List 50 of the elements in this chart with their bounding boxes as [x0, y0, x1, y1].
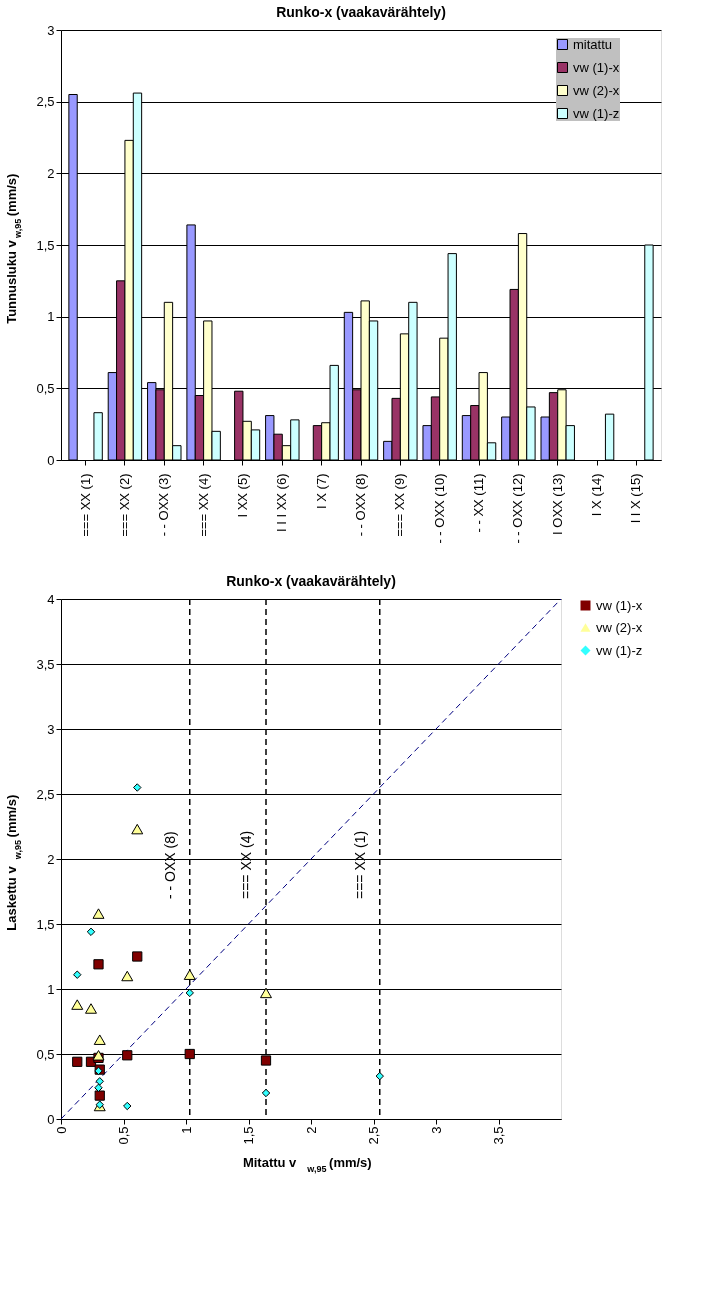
x-tick-label: I X (7) [313, 473, 329, 509]
x-tick-label: - - OXX (10) [431, 473, 447, 544]
x-tick-label: 2,5 [366, 1126, 381, 1145]
y-tick-label: 3,5 [36, 656, 55, 672]
y-tick-label: 2,5 [36, 94, 55, 110]
y-tick-label: 1,5 [36, 916, 55, 932]
y-tick-label: 1,5 [36, 237, 55, 253]
y-tick-label: 0,5 [36, 1046, 55, 1062]
legend-label: vw (2)-x [596, 619, 643, 635]
x-tick-label: 1,5 [241, 1126, 256, 1145]
x-tick-label: 3,5 [491, 1126, 506, 1145]
x-tick-label: === XX (1) [77, 473, 93, 537]
x-tick-label: - - OXX (8) [353, 473, 368, 537]
x-tick-label: === XX (4) [195, 473, 211, 537]
chart-title: Runko-x (vaakavärähtely) [226, 573, 396, 589]
x-tick-label: === XX (2) [116, 473, 132, 537]
y-axis-title: Laskettu vw,95 (mm/s) [4, 794, 23, 931]
y-tick-label: 0,5 [36, 380, 55, 396]
x-tick-label: - - XX (11) [471, 473, 487, 533]
x-tick-label: 3 [428, 1126, 444, 1134]
legend-label: vw (1)-x [573, 59, 620, 75]
legend-label: mitattu [573, 36, 613, 52]
y-tick-label: 2,5 [36, 786, 55, 802]
x-tick-label: 1 [178, 1126, 194, 1134]
y-tick-label: 1 [47, 981, 55, 997]
chart-title: Runko-x (vaakavärähtely) [276, 4, 446, 20]
y-tick-label: 2 [47, 165, 55, 181]
x-tick-label: - - OXX (12) [510, 473, 526, 544]
y-tick-label: 2 [47, 851, 55, 867]
legend-label: vw (1)-x [596, 597, 643, 613]
y-axis-title: Tunnusluku vw,95 (mm/s) [4, 173, 23, 324]
legend-label: vw (2)-x [573, 82, 620, 98]
x-tick-label: === XX (9) [392, 473, 408, 537]
legend-label: vw (1)-z [596, 642, 643, 658]
x-tick-label: I X (14) [589, 473, 605, 517]
x-tick-label: I I I XX (6) [274, 473, 290, 533]
y-tick-label: 3 [47, 22, 55, 38]
x-tick-label: 0,5 [116, 1126, 131, 1145]
x-tick-label: - - OXX (3) [156, 473, 172, 537]
y-tick-label: 4 [47, 591, 55, 607]
x-tick-label: 2 [303, 1126, 319, 1134]
y-tick-label: 3 [47, 721, 55, 737]
x-tick-label: I I X (15) [628, 473, 644, 524]
y-tick-label: 1 [47, 309, 55, 325]
x-tick-label: I XX (5) [234, 473, 250, 518]
x-tick-label: I OXX (13) [549, 473, 565, 535]
x-tick-label: 0 [53, 1126, 69, 1134]
y-tick-label: 0 [47, 452, 55, 468]
legend-label: vw (1)-z [573, 105, 620, 121]
ref-line-label: - - OXX (8) [161, 831, 178, 899]
